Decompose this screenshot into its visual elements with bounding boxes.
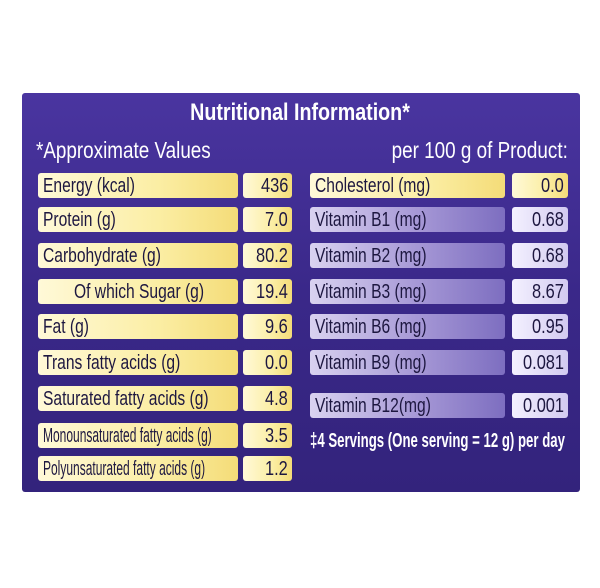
row-value-box: 0.68 [512, 243, 568, 268]
row-label: Monounsaturated fatty acids (g) [43, 425, 212, 447]
row-value-box: 0.001 [512, 393, 568, 418]
row-value-box: 436 [243, 173, 292, 198]
row-label: Polyunsaturated fatty acids (g) [43, 458, 206, 480]
row-value: 0.0 [265, 352, 288, 374]
row-label-box: Vitamin B1 (mg) [310, 207, 505, 232]
row-label: Vitamin B2 (mg) [315, 245, 427, 267]
footnote: ‡4 Servings (One serving = 12 g) per day [310, 430, 565, 452]
row-value-box: 0.0 [243, 350, 292, 375]
row-value-box: 0.68 [512, 207, 568, 232]
row-value: 0.68 [532, 209, 564, 231]
row-value: 0.0 [541, 175, 564, 197]
row-label-box: Vitamin B12(mg) [310, 393, 505, 418]
row-value: 9.6 [265, 316, 288, 338]
row-value: 80.2 [256, 245, 288, 267]
row-label: Cholesterol (mg) [315, 175, 431, 197]
row-value-box: 0.95 [512, 314, 568, 339]
row-value: 3.5 [265, 425, 288, 447]
row-label: Saturated fatty acids (g) [43, 388, 209, 410]
row-label: Vitamin B1 (mg) [315, 209, 427, 231]
row-value: 7.0 [265, 209, 288, 231]
row-value: 436 [260, 175, 288, 197]
row-value: 4.8 [265, 388, 288, 410]
row-label-box: Vitamin B2 (mg) [310, 243, 505, 268]
row-label-box: Vitamin B9 (mg) [310, 350, 505, 375]
row-label-box: Energy (kcal) [38, 173, 238, 198]
row-label-box: Trans fatty acids (g) [38, 350, 238, 375]
title: Nutritional Information* [190, 99, 410, 126]
row-value-box: 9.6 [243, 314, 292, 339]
row-label-box: Vitamin B3 (mg) [310, 279, 505, 304]
row-label: Vitamin B12(mg) [315, 395, 431, 417]
row-value-box: 8.67 [512, 279, 568, 304]
row-label-box: Monounsaturated fatty acids (g) [38, 423, 238, 448]
row-label-box: Saturated fatty acids (g) [38, 386, 238, 411]
row-label-box: Cholesterol (mg) [310, 173, 505, 198]
row-value-box: 0.081 [512, 350, 568, 375]
subtitle-right: per 100 g of Product: [391, 137, 568, 163]
row-label-box: Carbohydrate (g) [38, 243, 238, 268]
row-value-box: 80.2 [243, 243, 292, 268]
row-label: Energy (kcal) [43, 175, 135, 197]
row-label: Vitamin B6 (mg) [315, 316, 427, 338]
subtitle-left: *Approximate Values [36, 137, 211, 163]
row-value-box: 7.0 [243, 207, 292, 232]
row-value-box: 1.2 [243, 456, 292, 481]
row-value: 1.2 [265, 458, 288, 480]
row-label: Carbohydrate (g) [43, 245, 161, 267]
row-label: Protein (g) [43, 209, 116, 231]
row-value: 0.68 [532, 245, 564, 267]
row-label: Trans fatty acids (g) [43, 352, 181, 374]
row-value-box: 3.5 [243, 423, 292, 448]
row-value: 0.001 [522, 395, 564, 417]
row-label-box: Protein (g) [38, 207, 238, 232]
row-label-box: Of which Sugar (g) [38, 279, 238, 304]
row-value-box: 0.0 [512, 173, 568, 198]
row-value-box: 19.4 [243, 279, 292, 304]
row-value: 8.67 [532, 281, 564, 303]
row-value-box: 4.8 [243, 386, 292, 411]
row-value: 19.4 [256, 281, 288, 303]
row-label: Vitamin B3 (mg) [315, 281, 427, 303]
row-label-box: Vitamin B6 (mg) [310, 314, 505, 339]
row-label-box: Fat (g) [38, 314, 238, 339]
row-label: Vitamin B9 (mg) [315, 352, 427, 374]
row-value: 0.081 [522, 352, 564, 374]
row-label: Of which Sugar (g) [74, 281, 205, 303]
row-label-box: Polyunsaturated fatty acids (g) [38, 456, 238, 481]
row-value: 0.95 [532, 316, 564, 338]
row-label: Fat (g) [43, 316, 89, 338]
